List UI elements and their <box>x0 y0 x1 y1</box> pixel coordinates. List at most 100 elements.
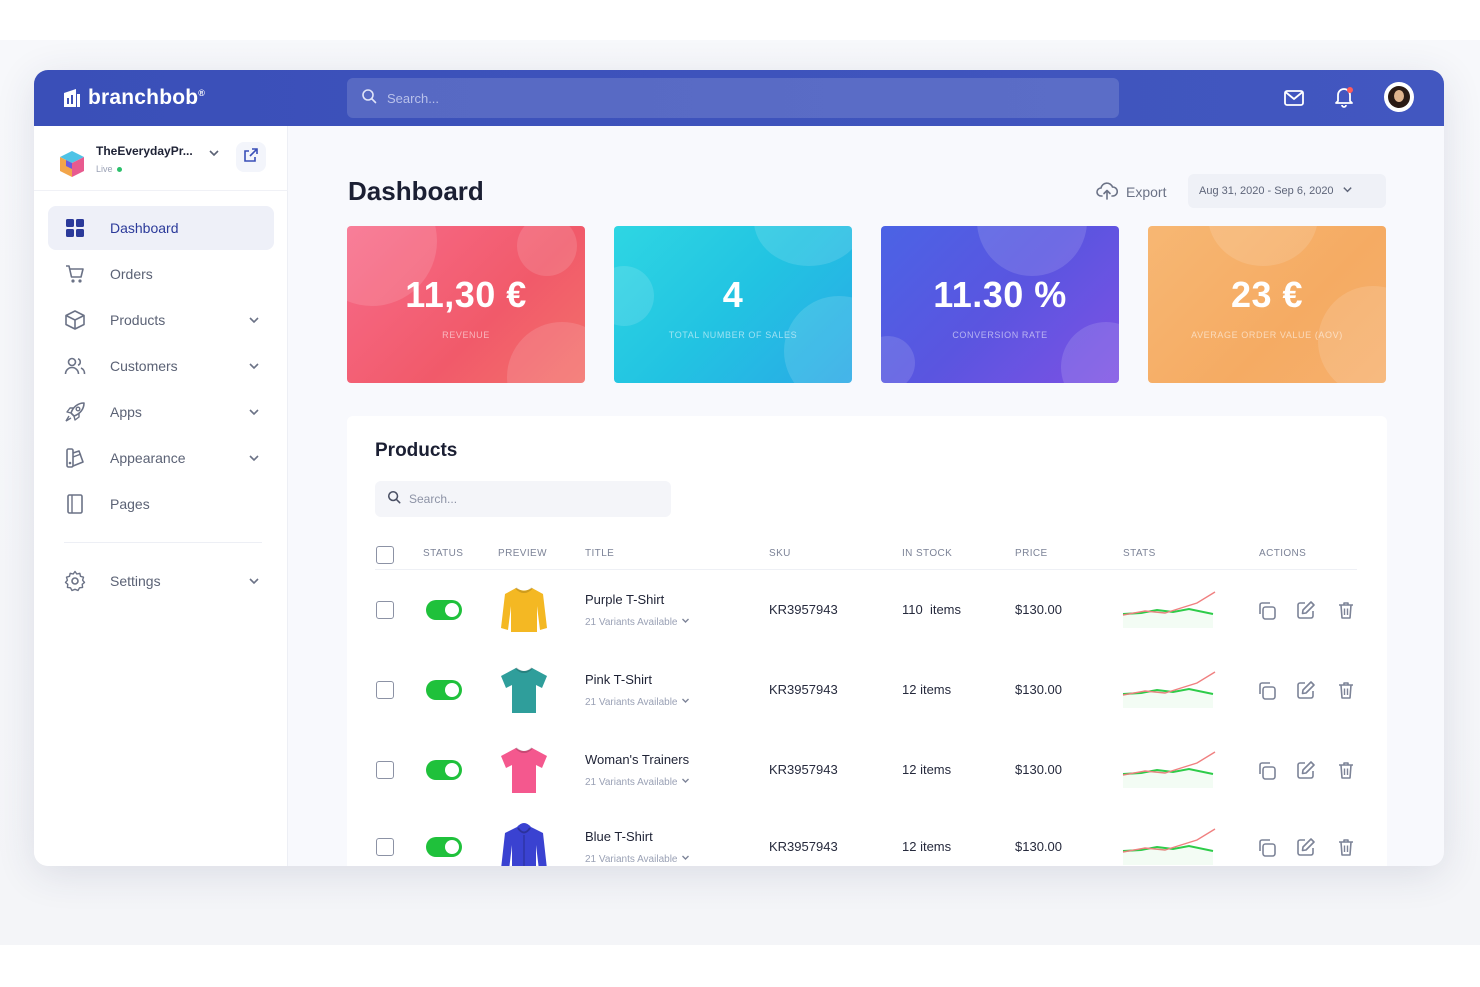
table-row[interactable]: Blue T-Shirt 21 Variants Available KR395… <box>375 807 1357 866</box>
row-checkbox[interactable] <box>376 681 394 699</box>
bell-icon[interactable] <box>1332 84 1356 108</box>
column-header[interactable]: STATUS <box>423 548 464 559</box>
sku-cell: KR3957943 <box>769 762 838 777</box>
product-image <box>499 584 549 636</box>
product-title[interactable]: Blue T-Shirt <box>585 829 653 844</box>
stat-label: AVERAGE ORDER VALUE (AOV) <box>1191 330 1343 340</box>
select-all-checkbox[interactable] <box>376 546 394 564</box>
sku-cell: KR3957943 <box>769 602 838 617</box>
stats-sparkline <box>1121 825 1217 865</box>
card-decoration <box>881 336 915 383</box>
chevron-down-icon <box>248 451 260 467</box>
export-button[interactable]: Export <box>1096 180 1166 204</box>
variants-label: 21 Variants Available <box>585 696 678 708</box>
global-search[interactable] <box>347 78 1119 118</box>
trash-icon[interactable] <box>1335 599 1357 621</box>
column-header[interactable]: PREVIEW <box>498 548 547 559</box>
column-header[interactable]: PRICE <box>1015 548 1048 559</box>
product-search-input[interactable] <box>409 492 659 506</box>
table-row[interactable]: Purple T-Shirt 21 Variants Available KR3… <box>375 570 1357 650</box>
user-avatar[interactable] <box>1384 82 1414 112</box>
duplicate-icon[interactable] <box>1256 760 1278 782</box>
column-header[interactable]: SKU <box>769 548 791 559</box>
variants-dropdown[interactable]: 21 Variants Available <box>585 616 690 628</box>
store-status: Live <box>96 164 122 174</box>
sidebar-item-products[interactable]: Products <box>48 298 274 342</box>
sidebar-item-customers[interactable]: Customers <box>48 344 274 388</box>
price-cell: $130.00 <box>1015 682 1062 697</box>
chevron-down-icon <box>248 574 260 590</box>
product-title[interactable]: Purple T-Shirt <box>585 592 665 607</box>
stat-card-sales[interactable]: 4 TOTAL NUMBER OF SALES <box>614 226 852 383</box>
row-checkbox[interactable] <box>376 761 394 779</box>
status-toggle[interactable] <box>426 837 462 857</box>
brand-logo[interactable]: branchbob® <box>62 84 205 112</box>
products-title: Products <box>375 440 458 461</box>
duplicate-icon[interactable] <box>1256 680 1278 702</box>
column-header[interactable]: IN STOCK <box>902 548 953 559</box>
product-image <box>499 821 549 866</box>
trash-icon[interactable] <box>1335 679 1357 701</box>
rocket-icon <box>64 401 86 423</box>
variants-dropdown[interactable]: 21 Variants Available <box>585 696 690 708</box>
sidebar-item-label: Apps <box>110 404 142 420</box>
status-toggle[interactable] <box>426 760 462 780</box>
duplicate-icon[interactable] <box>1256 837 1278 859</box>
price-cell: $130.00 <box>1015 839 1062 854</box>
grid-icon <box>64 217 86 239</box>
chevron-down-icon <box>208 146 220 164</box>
stat-value: 4 <box>722 274 744 315</box>
stat-card-conversion[interactable]: 11.30 % CONVERSION RATE <box>881 226 1119 383</box>
status-toggle[interactable] <box>426 600 462 620</box>
table-row[interactable]: Pink T-Shirt 21 Variants Available KR395… <box>375 650 1357 730</box>
table-row[interactable]: Woman's Trainers 21 Variants Available K… <box>375 730 1357 810</box>
edit-icon[interactable] <box>1295 679 1317 701</box>
chevron-down-icon <box>248 313 260 329</box>
store-name: TheEverydayPr... <box>96 144 193 158</box>
sidebar-item-pages[interactable]: Pages <box>48 482 274 526</box>
chevron-down-icon <box>1342 184 1353 198</box>
row-checkbox[interactable] <box>376 838 394 856</box>
edit-icon[interactable] <box>1295 836 1317 858</box>
trash-icon[interactable] <box>1335 759 1357 781</box>
stat-card-aov[interactable]: 23 € AVERAGE ORDER VALUE (AOV) <box>1148 226 1386 383</box>
sidebar-item-apps[interactable]: Apps <box>48 390 274 434</box>
global-search-input[interactable] <box>387 90 1087 106</box>
search-icon <box>387 490 401 509</box>
variants-dropdown[interactable]: 21 Variants Available <box>585 776 690 788</box>
stat-value: 23 € <box>1230 274 1304 315</box>
stock-cell: 12 items <box>902 839 952 854</box>
sidebar-nav: Dashboard Orders Products Customers <box>48 206 274 605</box>
date-range-picker[interactable]: Aug 31, 2020 - Sep 6, 2020 <box>1188 174 1386 208</box>
sidebar-item-label: Pages <box>110 496 150 512</box>
sidebar-item-dashboard[interactable]: Dashboard <box>48 206 274 250</box>
stat-card-revenue[interactable]: 11,30 € REVENUE <box>347 226 585 383</box>
products-panel: Products STATUS PREVIEW TITLE SKU IN STO… <box>347 416 1387 866</box>
variants-dropdown[interactable]: 21 Variants Available <box>585 853 690 865</box>
status-toggle[interactable] <box>426 680 462 700</box>
product-image <box>499 664 549 716</box>
sidebar-divider <box>34 190 288 191</box>
product-title[interactable]: Woman's Trainers <box>585 752 690 767</box>
store-switcher[interactable]: TheEverydayPr... Live <box>58 142 268 186</box>
sidebar-item-appearance[interactable]: Appearance <box>48 436 274 480</box>
product-title[interactable]: Pink T-Shirt <box>585 672 652 687</box>
sidebar-item-orders[interactable]: Orders <box>48 252 274 296</box>
chevron-down-icon <box>681 776 690 788</box>
column-header[interactable]: STATS <box>1123 548 1156 559</box>
duplicate-icon[interactable] <box>1256 600 1278 622</box>
product-search[interactable] <box>375 481 671 517</box>
open-store-button[interactable] <box>236 142 266 172</box>
sku-cell: KR3957943 <box>769 839 838 854</box>
stat-value: 11,30 € <box>405 274 527 315</box>
live-dot <box>116 166 122 172</box>
edit-icon[interactable] <box>1295 599 1317 621</box>
column-header[interactable]: TITLE <box>585 548 615 559</box>
row-checkbox[interactable] <box>376 601 394 619</box>
edit-icon[interactable] <box>1295 759 1317 781</box>
variants-label: 21 Variants Available <box>585 616 678 628</box>
column-header[interactable]: ACTIONS <box>1259 548 1307 559</box>
sidebar-item-settings[interactable]: Settings <box>48 559 274 603</box>
trash-icon[interactable] <box>1335 836 1357 858</box>
mail-icon[interactable] <box>1282 86 1306 110</box>
